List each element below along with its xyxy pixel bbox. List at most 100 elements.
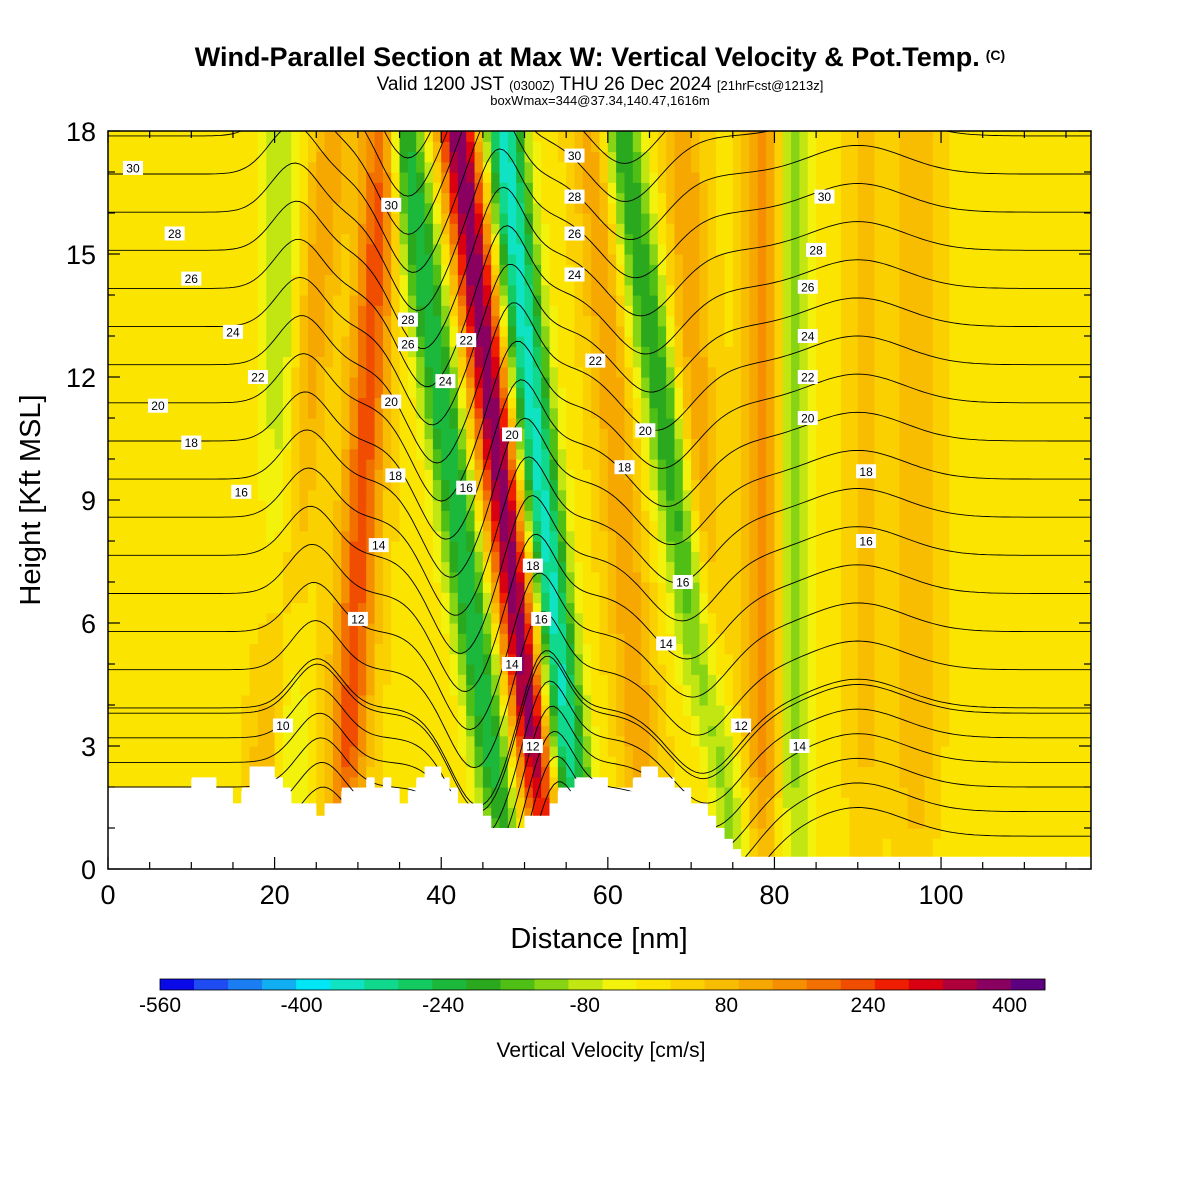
velocity-cell (482, 448, 492, 460)
velocity-cell (257, 592, 267, 604)
velocity-cell (591, 592, 601, 604)
velocity-cell (199, 438, 209, 450)
velocity-cell (616, 520, 626, 532)
velocity-cell (466, 489, 476, 501)
velocity-cell (499, 151, 509, 163)
velocity-cell (724, 807, 734, 819)
velocity-cell (332, 223, 342, 235)
velocity-cell (232, 284, 242, 296)
velocity-cell (666, 479, 676, 491)
velocity-cell (666, 315, 676, 327)
velocity-cell (474, 715, 484, 727)
velocity-cell (407, 592, 417, 604)
velocity-cell (341, 161, 351, 173)
velocity-cell (266, 612, 276, 624)
velocity-cell (541, 305, 551, 317)
velocity-cell (241, 561, 251, 573)
velocity-cell (449, 459, 459, 470)
velocity-cell (491, 305, 501, 317)
velocity-cell (349, 305, 359, 317)
velocity-cell (449, 776, 459, 788)
velocity-cell (516, 776, 526, 788)
velocity-cell (141, 131, 151, 142)
velocity-cell (441, 182, 451, 194)
velocity-cell (324, 561, 334, 573)
velocity-cell (549, 633, 559, 645)
velocity-cell (666, 254, 676, 265)
velocity-cell (432, 407, 442, 419)
velocity-cell (166, 653, 176, 665)
velocity-cell (557, 407, 567, 419)
velocity-cell (207, 336, 217, 347)
velocity-cell (174, 530, 184, 542)
velocity-cell (466, 315, 476, 327)
velocity-cell (232, 223, 242, 235)
velocity-cell (516, 151, 526, 163)
velocity-cell (549, 202, 559, 214)
velocity-cell (682, 776, 692, 788)
velocity-cell (716, 653, 726, 665)
velocity-cell (716, 787, 726, 798)
velocity-cell (566, 561, 576, 573)
velocity-cell (616, 315, 626, 327)
velocity-cell (108, 510, 117, 522)
velocity-cell (649, 407, 659, 419)
velocity-cell (249, 284, 259, 296)
velocity-cell (624, 735, 634, 747)
velocity-cell (532, 807, 542, 819)
velocity-cell (108, 315, 117, 327)
velocity-cell (174, 151, 184, 163)
velocity-cell (157, 172, 167, 183)
velocity-cell (324, 397, 334, 409)
velocity-cell (616, 161, 626, 173)
velocity-cell (424, 274, 434, 286)
velocity-cell (574, 479, 584, 491)
velocity-cell (324, 213, 334, 224)
velocity-cell (249, 264, 259, 276)
velocity-cell (566, 725, 576, 737)
velocity-cell (232, 674, 242, 686)
velocity-cell (266, 643, 276, 655)
velocity-cell (349, 202, 359, 214)
velocity-cell (357, 623, 367, 634)
velocity-cell (682, 305, 692, 317)
velocity-cell (591, 479, 601, 491)
velocity-cell (741, 254, 751, 265)
velocity-cell (424, 213, 434, 224)
velocity-cell (624, 684, 634, 696)
velocity-cell (374, 141, 384, 153)
velocity-cell (374, 520, 384, 532)
velocity-cell (307, 438, 317, 450)
velocity-cell (566, 756, 576, 768)
velocity-cell (624, 243, 634, 255)
velocity-cell (574, 418, 584, 429)
velocity-cell (191, 407, 201, 419)
velocity-cell (599, 325, 609, 337)
velocity-cell (257, 510, 267, 522)
velocity-cell (207, 715, 217, 727)
velocity-cell (457, 264, 467, 276)
velocity-cell (524, 346, 534, 358)
velocity-cell (241, 571, 251, 583)
velocity-cell (716, 202, 726, 214)
velocity-cell (341, 233, 351, 245)
velocity-cell (474, 161, 484, 173)
velocity-cell (366, 612, 376, 624)
velocity-cell (641, 469, 651, 481)
velocity-cell (707, 264, 717, 276)
velocity-cell (449, 397, 459, 409)
velocity-cell (357, 141, 367, 153)
velocity-cell (541, 582, 551, 593)
velocity-cell (666, 284, 676, 296)
velocity-cell (732, 797, 742, 809)
velocity-cell (499, 141, 509, 153)
velocity-cell (691, 356, 701, 368)
velocity-cell (216, 705, 226, 716)
velocity-cell (641, 602, 651, 614)
velocity-cell (532, 633, 542, 645)
velocity-cell (599, 202, 609, 214)
velocity-cell (591, 254, 601, 265)
velocity-cell (124, 264, 134, 276)
velocity-cell (724, 305, 734, 317)
velocity-cell (108, 633, 117, 645)
